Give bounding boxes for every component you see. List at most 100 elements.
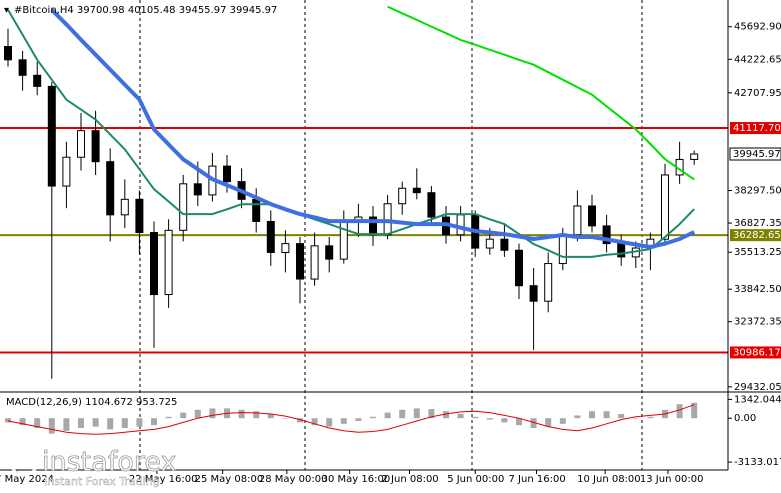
macd-bar bbox=[282, 418, 289, 419]
y-tick-label: 32372.35 bbox=[734, 317, 781, 328]
macd-header: MACD(12,26,9) 1104.672 953.725 bbox=[6, 397, 177, 408]
moving-average bbox=[387, 5, 695, 181]
candle-body bbox=[515, 249, 523, 287]
x-tick-label: 5 Jun 00:00 bbox=[447, 474, 504, 485]
price-box bbox=[729, 147, 781, 161]
last-open: 39700.98 bbox=[77, 5, 125, 16]
candle-body bbox=[661, 174, 669, 240]
macd-bar bbox=[516, 418, 522, 426]
x-tick-label: 22 May 16:00 bbox=[129, 474, 198, 485]
macd-bar bbox=[589, 411, 595, 419]
candle-body bbox=[500, 238, 509, 251]
y-tick-label: 29432.05 bbox=[734, 382, 781, 393]
logo-icon bbox=[9, 447, 39, 477]
candle-body bbox=[310, 245, 319, 280]
macd-bar bbox=[194, 409, 201, 419]
macd-bar bbox=[618, 414, 625, 419]
y-tick-label: 42707.95 bbox=[734, 88, 781, 99]
header-arrow: ▾ bbox=[4, 5, 9, 16]
x-tick-label: 25 May 08:00 bbox=[195, 474, 264, 485]
macd-bar bbox=[647, 416, 654, 419]
candle-body bbox=[164, 229, 173, 296]
candle-body bbox=[252, 198, 261, 222]
macd-bar bbox=[180, 412, 187, 419]
candle-body bbox=[456, 214, 465, 236]
x-tick-label: 7 Jun 16:00 bbox=[509, 474, 566, 485]
y-tick-label: 35513.25 bbox=[734, 247, 781, 258]
macd-bar bbox=[121, 418, 128, 428]
macd-bar bbox=[311, 418, 318, 426]
y-tick-label: 36827.35 bbox=[734, 218, 781, 229]
candle-body bbox=[281, 243, 290, 253]
last-close: 39945.97 bbox=[230, 5, 278, 16]
macd-bar bbox=[340, 418, 347, 424]
logo-brand: instaforex bbox=[42, 447, 176, 478]
level-label: 30986.17 bbox=[733, 347, 781, 358]
candle-body bbox=[47, 85, 56, 187]
candle-body bbox=[33, 74, 42, 87]
candle-body bbox=[529, 285, 538, 302]
macd-bar bbox=[107, 418, 114, 430]
candle-body bbox=[106, 161, 115, 216]
main-header: ▾ #Bitcoin,H4 39700.98 40105.48 39455.97… bbox=[4, 5, 277, 408]
level-label-box bbox=[730, 346, 781, 359]
candle-body bbox=[223, 165, 231, 183]
candle-body bbox=[412, 187, 421, 194]
macd-y-tick-label: -3133.017 bbox=[734, 457, 781, 468]
macd-bar bbox=[253, 411, 260, 419]
candle-body bbox=[91, 130, 100, 163]
macd-bar bbox=[413, 408, 420, 419]
candle-body bbox=[690, 153, 699, 160]
candle-body bbox=[150, 232, 158, 296]
macd-bar bbox=[355, 418, 362, 421]
candle-body bbox=[485, 238, 494, 249]
candle-body bbox=[193, 183, 202, 196]
candle-body bbox=[558, 234, 567, 265]
moving-average bbox=[50, 8, 696, 249]
current-price: 39945.97 bbox=[733, 149, 781, 160]
macd-bar bbox=[48, 418, 55, 434]
macd-bar bbox=[399, 409, 406, 419]
macd-bar bbox=[486, 418, 493, 420]
macd-last: 1104.672 bbox=[85, 397, 133, 408]
candle-body bbox=[179, 183, 188, 231]
macd-signal bbox=[7, 404, 695, 435]
macd-bar bbox=[632, 418, 639, 419]
macd-label: MACD(12,26,9) bbox=[6, 397, 82, 408]
macd-bar bbox=[151, 418, 157, 426]
macd-y-tick-label: 0.00 bbox=[734, 413, 756, 424]
macd-y-tick-label: 1342.044 bbox=[734, 394, 781, 405]
macd-bar bbox=[78, 418, 84, 428]
watermark: instaforex Instant Forex Trading bbox=[9, 446, 177, 488]
macd-bar bbox=[267, 414, 274, 419]
macd-bar bbox=[691, 402, 698, 419]
x-tick-label: 17 May 2024 bbox=[0, 474, 54, 485]
candle-body bbox=[266, 220, 275, 253]
macd-bar bbox=[34, 418, 41, 428]
x-tick-label: 2 Jun 08:00 bbox=[382, 474, 439, 485]
macd-bar bbox=[676, 404, 683, 419]
candle-body bbox=[120, 198, 129, 216]
macd-bar bbox=[501, 418, 508, 423]
macd-bar bbox=[370, 416, 376, 419]
macd-bar bbox=[574, 415, 581, 419]
macd-bar bbox=[530, 418, 537, 428]
candle-body bbox=[617, 243, 626, 258]
level-label-box bbox=[730, 229, 781, 242]
macd-bar bbox=[209, 408, 216, 419]
macd-bar bbox=[472, 416, 479, 419]
plot bbox=[0, 5, 728, 435]
logo-icon bbox=[14, 453, 35, 467]
macd-bar bbox=[165, 416, 172, 419]
logo-tagline: Instant Forex Trading bbox=[44, 475, 160, 488]
candle-body bbox=[573, 205, 582, 236]
macd-bar bbox=[545, 418, 552, 427]
macd-bar bbox=[443, 411, 449, 419]
y-tick-label: 38297.50 bbox=[734, 186, 781, 197]
macd-bar bbox=[384, 412, 391, 419]
macd-bar bbox=[559, 418, 566, 424]
macd-bar bbox=[428, 409, 435, 419]
candle-body bbox=[296, 243, 304, 280]
